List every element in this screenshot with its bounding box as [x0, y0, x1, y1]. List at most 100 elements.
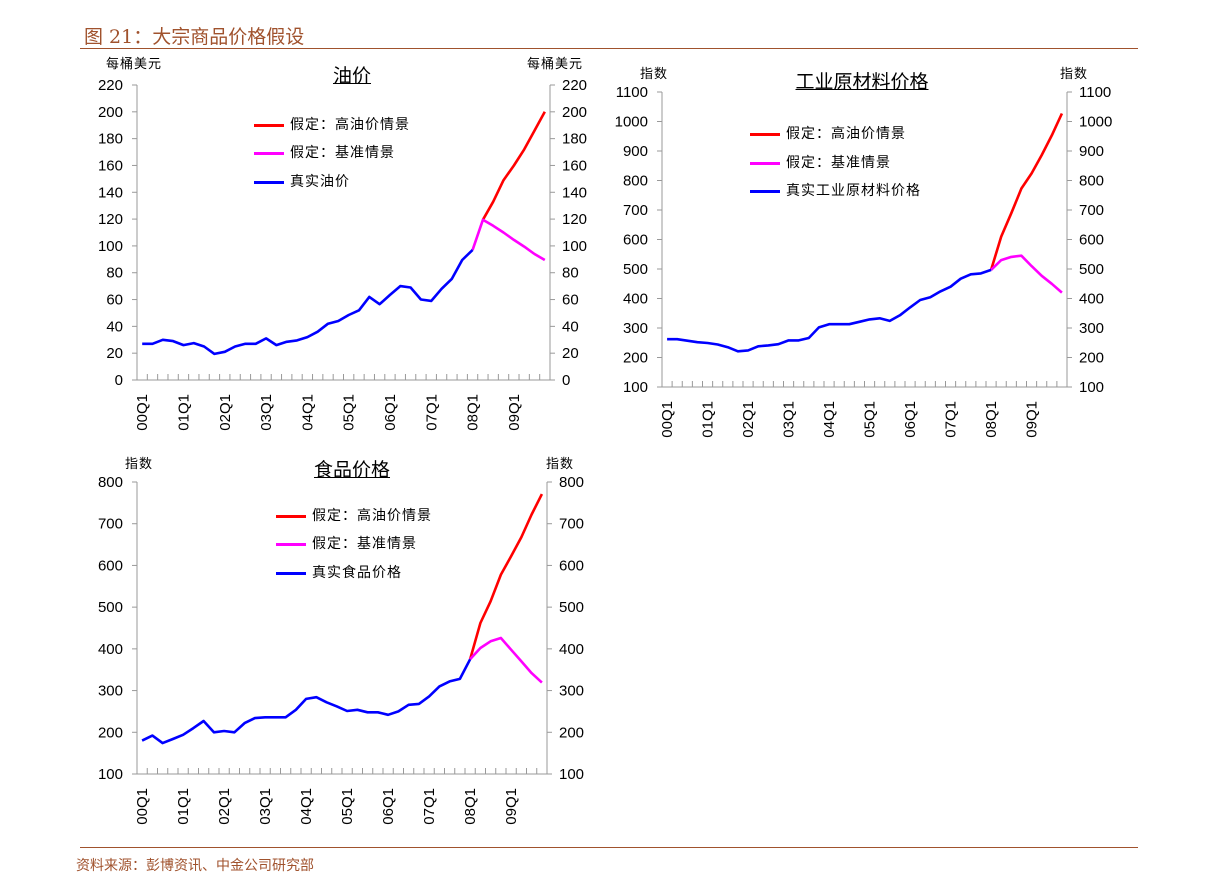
- y-tick-label-right: 1100: [1079, 84, 1111, 101]
- x-tick-label: 02Q1: [216, 788, 233, 825]
- y-tick-label-left: 80: [106, 265, 123, 282]
- y-tick-label-left: 700: [98, 516, 123, 533]
- x-tick-label: 08Q1: [465, 394, 482, 431]
- y-tick-label-left: 180: [98, 131, 123, 148]
- y-tick-label-left: 900: [623, 143, 648, 160]
- legend-item-actual: 真实油价: [254, 171, 350, 191]
- y-unit-right-industrial: 指数: [1060, 67, 1089, 82]
- y-tick-label-right: 500: [559, 599, 584, 616]
- figure-title: 图 21：大宗商品价格假设: [84, 26, 305, 48]
- y-tick-label-left: 120: [98, 211, 123, 228]
- y-tick-label-left: 1100: [616, 84, 648, 101]
- y-tick-label-right: 600: [1079, 232, 1104, 249]
- y-tick-label-left: 200: [98, 724, 123, 741]
- x-tick-label: 02Q1: [740, 401, 757, 438]
- legend-item-actual: 真实食品价格: [276, 562, 402, 582]
- series-line-high: [468, 493, 544, 660]
- y-tick-label-left: 140: [98, 184, 123, 201]
- legend-swatch-high: [276, 514, 306, 518]
- x-tick-label: 07Q1: [421, 788, 438, 825]
- legend-swatch-base: [254, 151, 284, 155]
- y-tick-label-left: 700: [623, 202, 648, 219]
- x-tick-label: 06Q1: [382, 394, 399, 431]
- y-tick-label-left: 200: [98, 104, 123, 121]
- y-tick-label-left: 200: [623, 350, 648, 367]
- legend-item-high: 假定：高油价情景: [276, 505, 432, 525]
- y-tick-label-left: 100: [623, 379, 648, 396]
- chart-title-industrial: 工业原材料价格: [795, 71, 929, 93]
- x-tick-label: 07Q1: [423, 394, 440, 431]
- x-tick-label: 03Q1: [258, 394, 275, 431]
- legend-swatch-actual: [276, 571, 306, 575]
- y-tick-label-left: 100: [98, 766, 123, 783]
- y-tick-label-right: 0: [562, 372, 570, 389]
- y-tick-label-right: 100: [562, 238, 587, 255]
- series-line-base: [990, 254, 1063, 294]
- legend-item-actual: 真实工业原材料价格: [750, 180, 921, 200]
- y-tick-label-right: 500: [1079, 261, 1104, 278]
- series-line-base: [471, 218, 546, 262]
- y-tick-label-left: 300: [623, 320, 648, 337]
- legend-label: 假定：基准情景: [290, 145, 395, 161]
- y-tick-label-left: 500: [98, 599, 123, 616]
- x-tick-label: 04Q1: [299, 394, 316, 431]
- y-tick-label-right: 200: [1079, 350, 1104, 367]
- legend-label: 假定：高油价情景: [290, 117, 410, 133]
- legend-item-high: 假定：高油价情景: [750, 123, 906, 143]
- y-unit-left-oil: 每桶美元: [106, 57, 163, 72]
- x-tick-label: 08Q1: [983, 401, 1000, 438]
- y-tick-label-right: 20: [562, 345, 579, 362]
- x-tick-label: 06Q1: [902, 401, 919, 438]
- y-tick-label-right: 80: [562, 265, 579, 282]
- y-tick-label-left: 600: [98, 557, 123, 574]
- y-tick-label-right: 300: [1079, 320, 1104, 337]
- x-tick-label: 00Q1: [659, 401, 676, 438]
- x-tick-label: 02Q1: [217, 394, 234, 431]
- y-tick-label-left: 400: [623, 291, 648, 308]
- legend-swatch-high: [750, 132, 780, 136]
- legend-label: 真实工业原材料价格: [786, 183, 921, 199]
- y-tick-label-right: 60: [562, 292, 579, 309]
- x-tick-label: 03Q1: [257, 788, 274, 825]
- y-tick-label-left: 500: [623, 261, 648, 278]
- legend-label: 真实食品价格: [312, 565, 402, 581]
- y-tick-label-left: 60: [106, 292, 123, 309]
- y-tick-label-right: 100: [1079, 379, 1104, 396]
- y-tick-label-left: 800: [623, 173, 648, 190]
- y-tick-label-left: 1000: [615, 114, 648, 131]
- legend-item-base: 假定：基准情景: [276, 533, 417, 553]
- y-tick-label-right: 700: [559, 516, 584, 533]
- x-tick-label: 07Q1: [943, 401, 960, 438]
- y-unit-right-food: 指数: [546, 457, 575, 472]
- chart-title-food: 食品价格: [313, 459, 391, 481]
- header-divider: [80, 48, 1138, 49]
- y-tick-label-left: 220: [98, 77, 123, 94]
- legend-item-base: 假定：基准情景: [750, 152, 891, 172]
- legend-label: 假定：高油价情景: [312, 508, 432, 524]
- x-tick-label: 04Q1: [821, 401, 838, 438]
- y-tick-label-right: 1000: [1079, 114, 1112, 131]
- source-note: 资料来源：彭博资讯、中金公司研究部: [76, 858, 314, 874]
- y-tick-label-right: 700: [1079, 202, 1104, 219]
- y-tick-label-right: 40: [562, 318, 579, 335]
- y-tick-label-left: 20: [106, 345, 123, 362]
- legend-swatch-high: [254, 123, 284, 127]
- legend-label: 假定：基准情景: [312, 536, 417, 552]
- y-tick-label-right: 800: [1079, 173, 1104, 190]
- x-tick-label: 05Q1: [862, 401, 879, 438]
- legend-item-high: 假定：高油价情景: [254, 114, 410, 134]
- y-tick-label-right: 100: [559, 766, 584, 783]
- y-tick-label-right: 600: [559, 557, 584, 574]
- y-tick-label-right: 400: [1079, 291, 1104, 308]
- x-tick-label: 04Q1: [298, 788, 315, 825]
- y-tick-label-right: 900: [1079, 143, 1104, 160]
- chart-title-oil: 油价: [332, 65, 372, 87]
- legend-label: 假定：基准情景: [786, 155, 891, 171]
- y-tick-label-left: 40: [106, 318, 123, 335]
- legend-item-base: 假定：基准情景: [254, 142, 395, 162]
- y-tick-label-left: 600: [623, 232, 648, 249]
- x-tick-label: 09Q1: [506, 394, 523, 431]
- y-tick-label-right: 200: [559, 724, 584, 741]
- y-tick-label-left: 300: [98, 683, 123, 700]
- series-line-actual: [141, 658, 472, 745]
